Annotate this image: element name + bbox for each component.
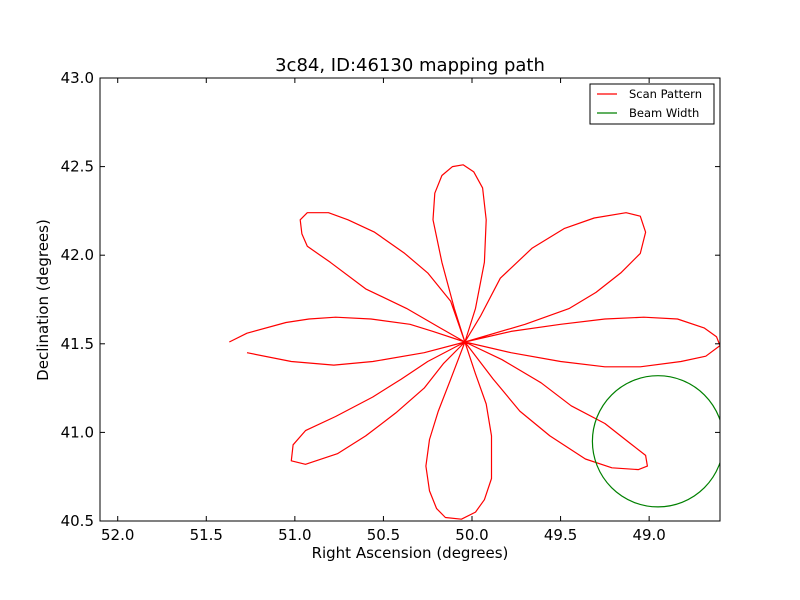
x-tick-label: 51.5 [190,526,223,544]
x-tick-label: 51.0 [278,526,311,544]
x-tick-label: 50.0 [455,526,488,544]
y-axis-title: Declination (degrees) [34,219,52,381]
y-tick-label: 41.5 [61,335,94,353]
x-axis-title: Right Ascension (degrees) [312,544,509,562]
axis-ticks: 52.0 51.5 51.0 50.5 50.0 49.5 49.0 40.5 41.0 41.5… [61,69,720,544]
x-tick-label: 49.5 [544,526,577,544]
y-tick-label: 40.5 [61,512,94,530]
chart-title: 3c84, ID:46130 mapping path [275,55,545,76]
legend-box [589,83,715,125]
x-tick-label: 52.0 [101,526,134,544]
legend: Scan Pattern Beam Width [589,83,715,125]
legend-label-beam-width: Beam Width [629,106,699,120]
series-scan-pattern-line [229,164,720,520]
y-tick-label: 42.5 [61,158,94,176]
plot-frame [99,77,721,522]
x-tick-label: 50.5 [367,526,400,544]
x-tick-label: 49.0 [632,526,665,544]
series-beam-width-circle [591,375,720,508]
y-tick-label: 41.0 [61,423,94,441]
legend-label-scan-pattern: Scan Pattern [629,87,702,101]
y-tick-label: 43.0 [61,69,94,87]
y-tick-label: 42.0 [61,246,94,264]
plot-area [229,164,720,520]
